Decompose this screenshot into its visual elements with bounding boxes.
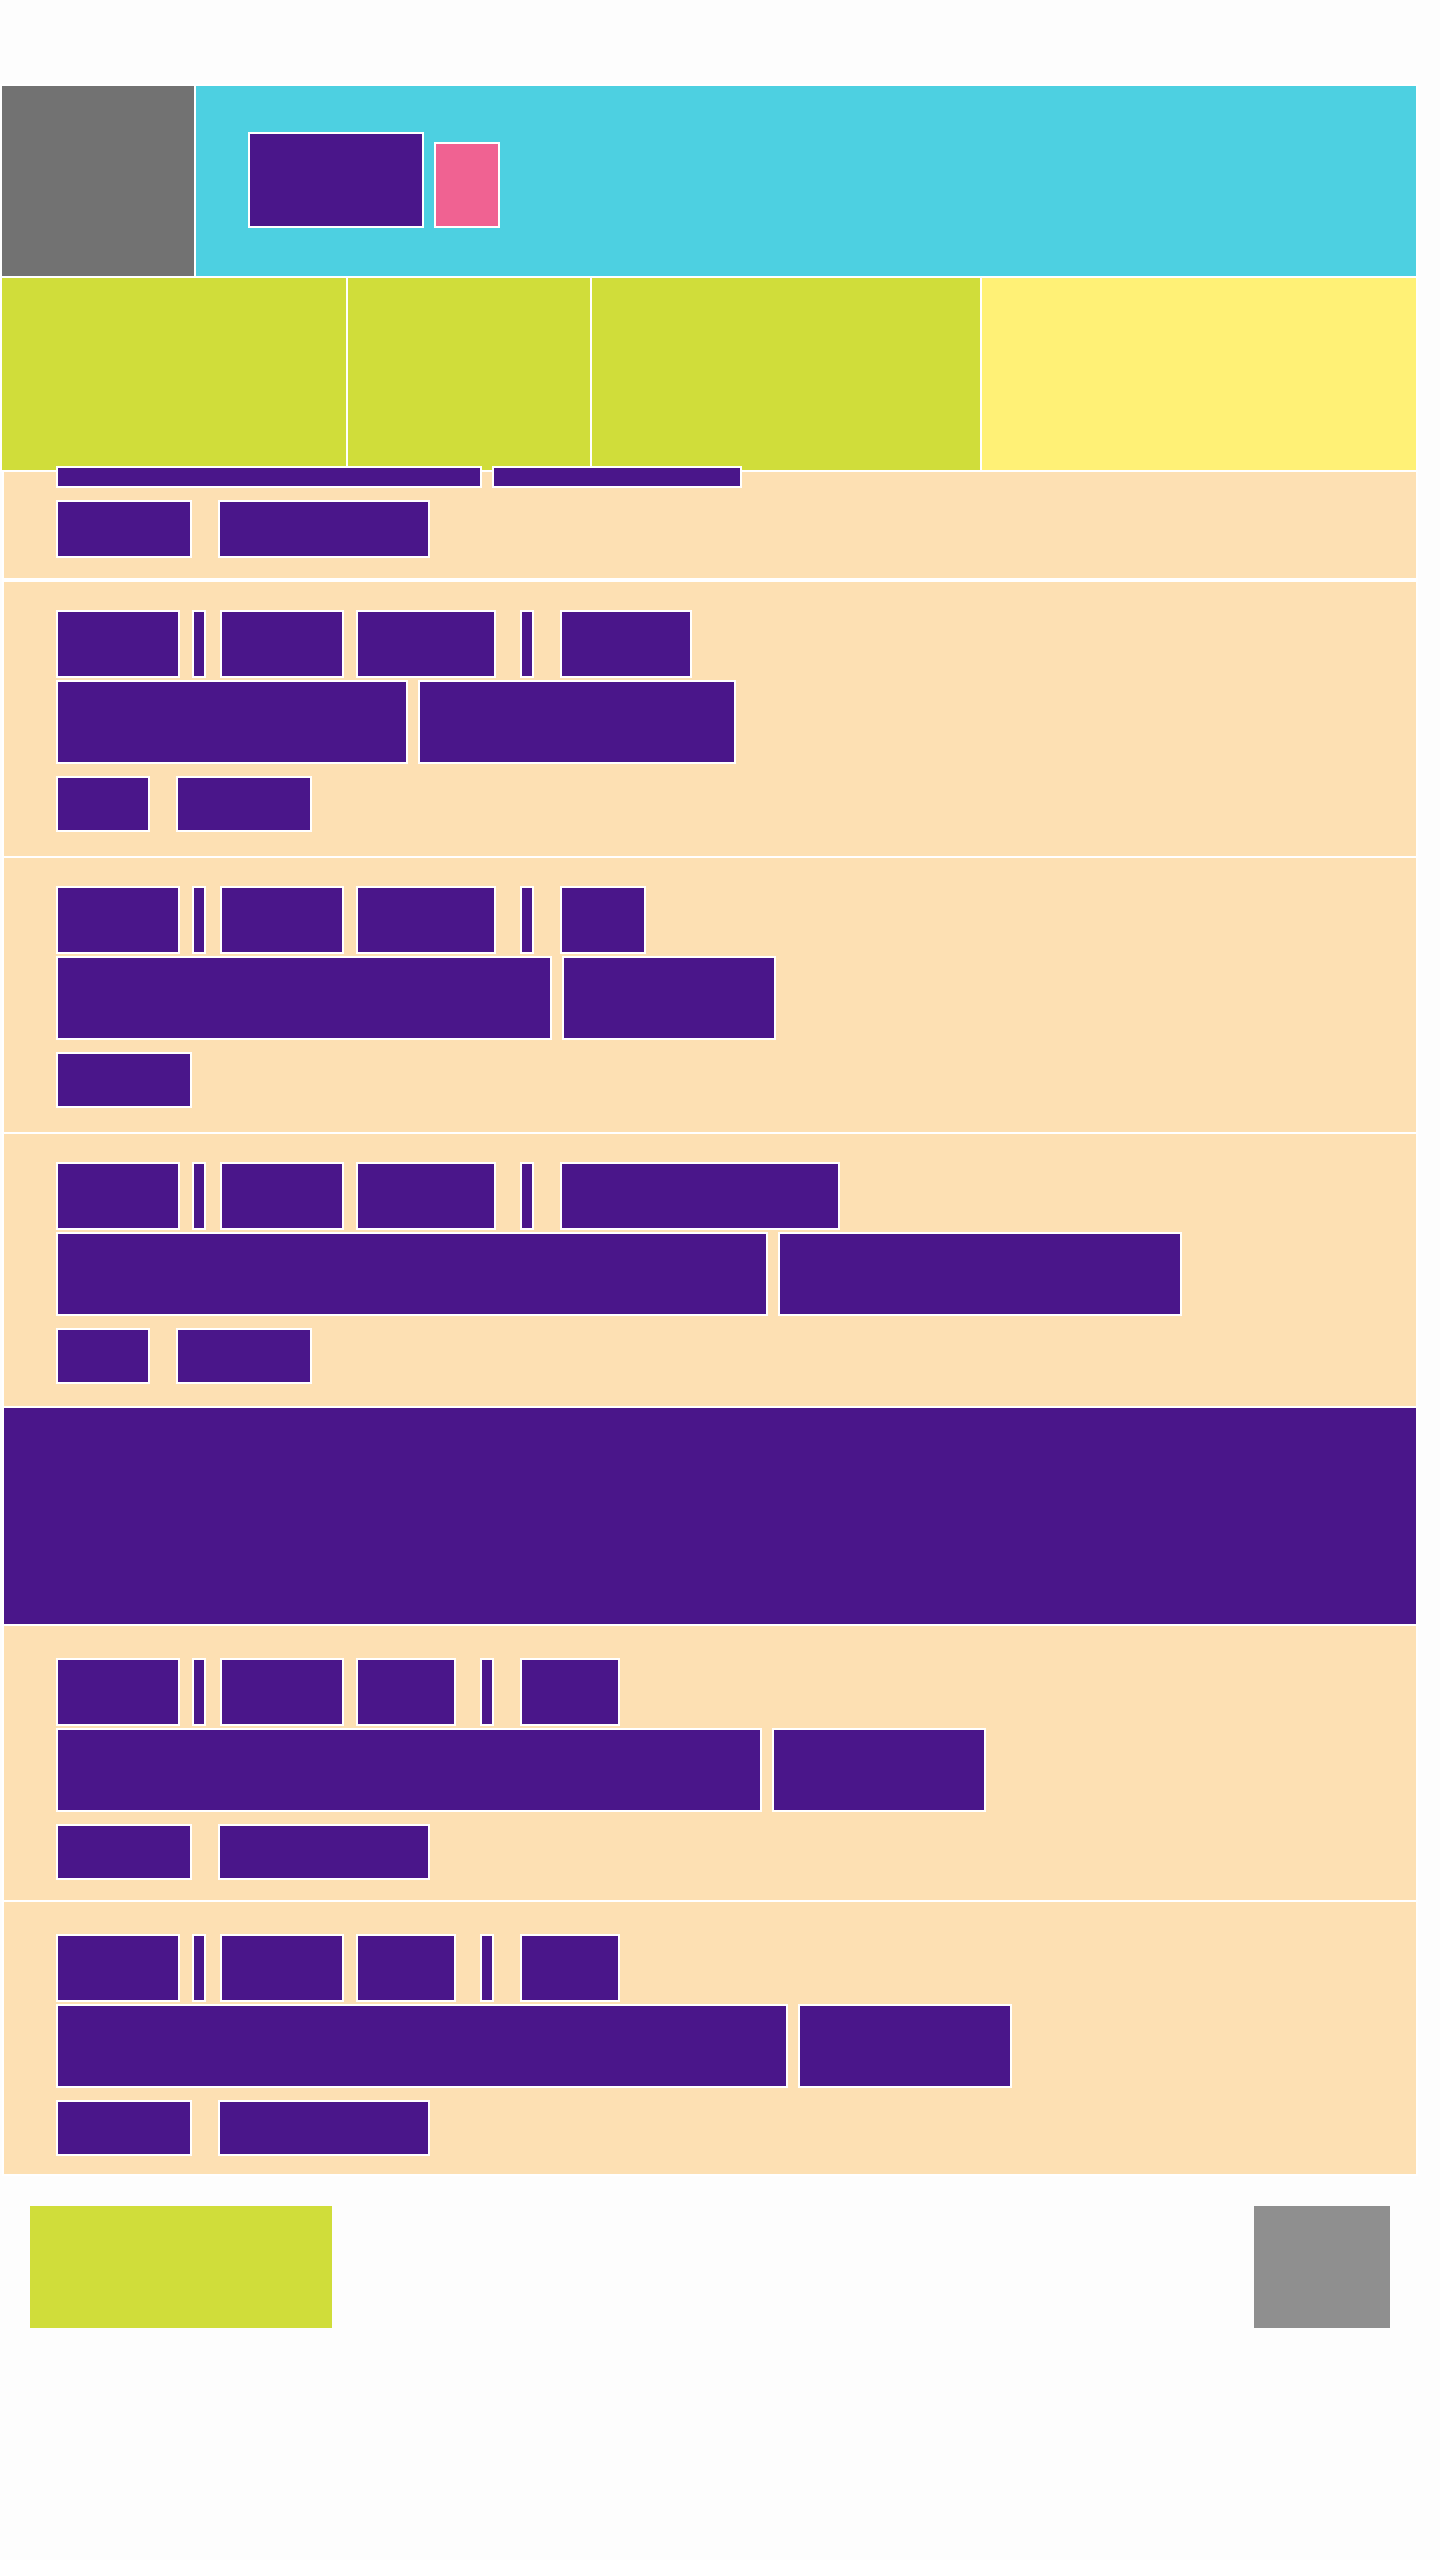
item-meta-a	[56, 2100, 192, 2156]
tab-4-active[interactable]	[980, 276, 1418, 472]
item-tag	[520, 1658, 620, 1726]
item-line1	[56, 466, 482, 488]
item-tag	[356, 1934, 456, 2002]
item-tag	[356, 886, 496, 954]
menu-button[interactable]	[0, 84, 196, 278]
item-tag	[220, 1658, 344, 1726]
item-divider	[520, 886, 534, 954]
item-divider	[192, 1934, 206, 2002]
header-title	[248, 132, 424, 228]
item-line2	[418, 680, 736, 764]
banner[interactable]	[2, 1406, 1418, 1626]
item-meta-b	[176, 1328, 312, 1384]
item-line1	[56, 1728, 762, 1812]
item-divider	[520, 610, 534, 678]
item-divider	[192, 1658, 206, 1726]
item-line1	[56, 956, 552, 1040]
tab-1[interactable]	[0, 276, 348, 472]
item-tag	[56, 1934, 180, 2002]
item-tag	[560, 1162, 840, 1230]
item-tag	[56, 610, 180, 678]
item-tag	[220, 1162, 344, 1230]
item-line1	[56, 1232, 768, 1316]
tab-3[interactable]	[590, 276, 982, 472]
item-tag	[56, 1658, 180, 1726]
item-tag	[356, 1162, 496, 1230]
notification-badge[interactable]	[434, 142, 500, 228]
item-tag	[220, 610, 344, 678]
item-line1	[56, 680, 408, 764]
item-divider	[520, 1162, 534, 1230]
item-divider	[192, 610, 206, 678]
item-tag	[220, 1934, 344, 2002]
item-divider	[480, 1658, 494, 1726]
item-tag	[220, 886, 344, 954]
secondary-action-button[interactable]	[1254, 2206, 1390, 2328]
tab-2[interactable]	[346, 276, 592, 472]
item-tag	[520, 1934, 620, 2002]
item-divider	[192, 1162, 206, 1230]
item-tag	[560, 610, 692, 678]
item-tag	[56, 1162, 180, 1230]
item-meta-b	[218, 2100, 430, 2156]
item-line2	[798, 2004, 1012, 2088]
item-meta-b	[218, 1824, 430, 1880]
item-meta-a	[56, 1824, 192, 1880]
item-tag	[356, 1658, 456, 1726]
item-line1	[56, 2004, 788, 2088]
item-tag	[356, 610, 496, 678]
item-line2	[562, 956, 776, 1040]
item-divider	[192, 886, 206, 954]
item-meta-b	[218, 500, 430, 558]
item-tag	[56, 886, 180, 954]
item-meta-a	[56, 500, 192, 558]
item-line2	[778, 1232, 1182, 1316]
item-meta-a	[56, 1052, 192, 1108]
item-meta-a	[56, 776, 150, 832]
item-meta-b	[176, 776, 312, 832]
item-divider	[480, 1934, 494, 2002]
item-line2	[772, 1728, 986, 1812]
primary-action-button[interactable]	[30, 2206, 332, 2328]
item-line2	[492, 466, 742, 488]
item-meta-a	[56, 1328, 150, 1384]
item-tag	[560, 886, 646, 954]
